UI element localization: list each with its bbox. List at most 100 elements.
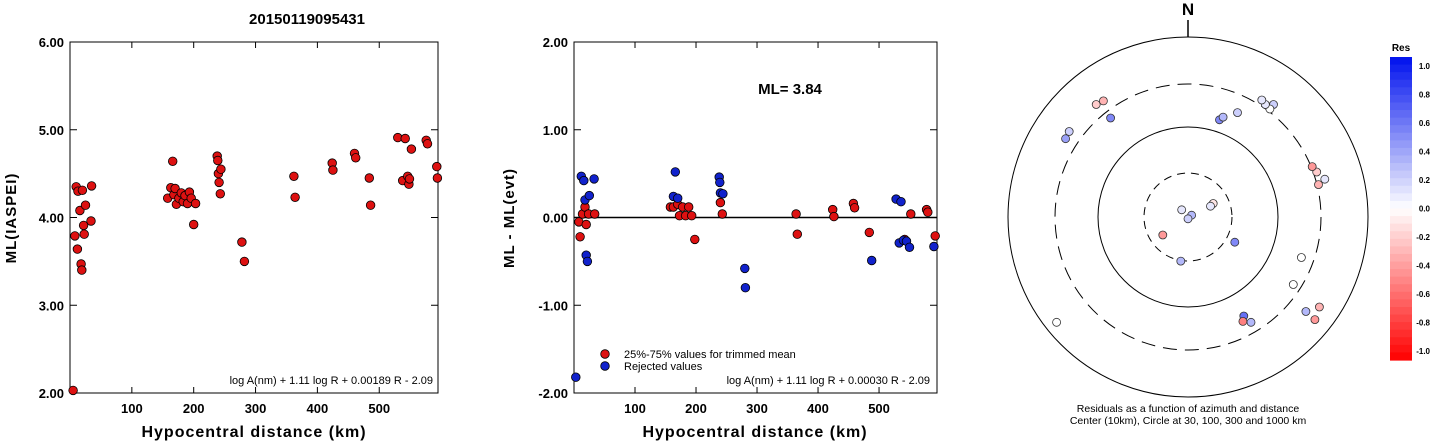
data-point [290, 192, 300, 203]
station-residual-point [1091, 100, 1101, 109]
data-point [216, 164, 226, 174]
colorbar-segment [1390, 132, 1412, 141]
colorbar-segment [1390, 125, 1412, 134]
data-point [364, 173, 375, 183]
station-residual-point [1106, 113, 1115, 123]
data-point-rejected [718, 189, 728, 199]
data-point-used [581, 219, 591, 230]
data-point-rejected [740, 263, 750, 274]
data-point [432, 173, 443, 183]
colorbar-segment [1390, 216, 1412, 225]
y-tick-label: 6.00 [39, 35, 64, 50]
data-point-used [849, 203, 860, 213]
data-point-used [687, 210, 697, 221]
colorbar-segment [1390, 299, 1412, 308]
data-point-rejected [904, 242, 915, 253]
station-residual-point [1257, 95, 1267, 105]
residual-vs-distance-chart: 100 200 300 400 500 -2.00 -1.00 0.00 1.00 2.00 ML… [501, 35, 940, 441]
colorbar-segment [1390, 102, 1412, 111]
data-point [86, 216, 96, 226]
colorbar-segment [1390, 253, 1412, 263]
colorbar-segment [1390, 72, 1412, 81]
data-point-used [906, 209, 916, 219]
colorbar-segment [1390, 246, 1412, 255]
y-tick-label: 0.00 [543, 211, 568, 226]
station-residual-point [1297, 253, 1306, 262]
data-point-rejected [715, 177, 725, 188]
colorbar-segment [1390, 79, 1412, 88]
data-point [190, 198, 201, 209]
x-tick-label: 300 [746, 401, 768, 416]
colorbar-segment [1390, 208, 1412, 217]
y-tick-label: 5.00 [39, 123, 64, 138]
colorbar-label: -0.4 [1416, 262, 1430, 271]
station-residual-point [1177, 205, 1187, 215]
data-point-rejected [571, 372, 581, 382]
station-residual-point [1307, 162, 1317, 172]
colorbar-segment [1390, 269, 1412, 278]
station-residual-point [1064, 127, 1074, 136]
y-tick-label: -1.00 [538, 298, 568, 313]
colorbar-segment [1390, 57, 1412, 66]
data-point [167, 156, 178, 167]
colorbar-segment [1390, 231, 1412, 240]
data-point [68, 385, 78, 396]
ring-1000km [1007, 36, 1369, 398]
figure-title: 20150119095431 [249, 11, 365, 28]
data-point [215, 189, 226, 199]
data-point-rejected [673, 193, 683, 203]
caption-line-2: Center (10km), Circle at 30, 100, 300 an… [1070, 415, 1307, 427]
colorbar-label: -1.0 [1416, 347, 1430, 356]
colorbar-segment [1390, 163, 1412, 172]
ring-300km [1054, 83, 1322, 351]
colorbar-label: -0.2 [1416, 233, 1430, 242]
colorbar-segment [1390, 238, 1412, 247]
data-point [213, 155, 223, 166]
colorbar-segment [1390, 261, 1412, 270]
data-point-used [684, 202, 694, 212]
data-point-rejected [579, 175, 589, 186]
colorbar-label: 0.2 [1419, 176, 1431, 185]
colorbar-title: Res [1392, 43, 1411, 54]
colorbar-segment [1390, 284, 1412, 293]
y-tick-label: 2.00 [39, 386, 64, 401]
colorbar-segment [1390, 291, 1412, 300]
caption-line-1: Residuals as a function of azimuth and d… [1077, 403, 1300, 415]
station-residual-point [1176, 256, 1186, 266]
colorbar-segment [1390, 110, 1412, 119]
x-tick-label: 200 [183, 401, 205, 416]
colorbar-label: 0.6 [1419, 119, 1431, 128]
colorbar-segment [1390, 117, 1412, 126]
data-point [79, 229, 89, 239]
data-point-rejected [584, 190, 595, 201]
station-residual-point [1052, 317, 1061, 327]
colorbar-segment [1390, 352, 1412, 361]
data-point [351, 153, 361, 163]
x-tick-label: 100 [121, 401, 143, 416]
ring-30km [1143, 172, 1233, 262]
data-point [214, 177, 224, 188]
y-tick-label: 2.00 [543, 35, 568, 50]
data-point-used [590, 209, 600, 219]
colorbar-segment [1390, 314, 1412, 323]
data-point [80, 200, 91, 210]
colorbar-segment [1390, 276, 1412, 285]
data-point [239, 256, 250, 267]
x-axis-label: Hypocentral distance (km) [141, 424, 366, 441]
y-tick-label: 4.00 [39, 211, 64, 226]
data-point-used [923, 207, 933, 217]
data-point-used [690, 234, 700, 245]
data-point-rejected [589, 174, 599, 184]
data-point-rejected [896, 196, 906, 207]
station-residual-point [1061, 134, 1070, 144]
station-residual-point [1315, 302, 1324, 312]
y-tick-label: 3.00 [39, 298, 64, 313]
colorbar-segment [1390, 94, 1412, 104]
station-residual-point [1238, 316, 1248, 326]
station-residual-point [1288, 280, 1298, 289]
y-tick-label: -2.00 [538, 386, 568, 401]
data-point-used [829, 211, 839, 222]
colorbar-segment [1390, 178, 1412, 187]
x-tick-label: 100 [624, 401, 646, 416]
y-axis-label: ML(IASPEI) [3, 173, 20, 264]
